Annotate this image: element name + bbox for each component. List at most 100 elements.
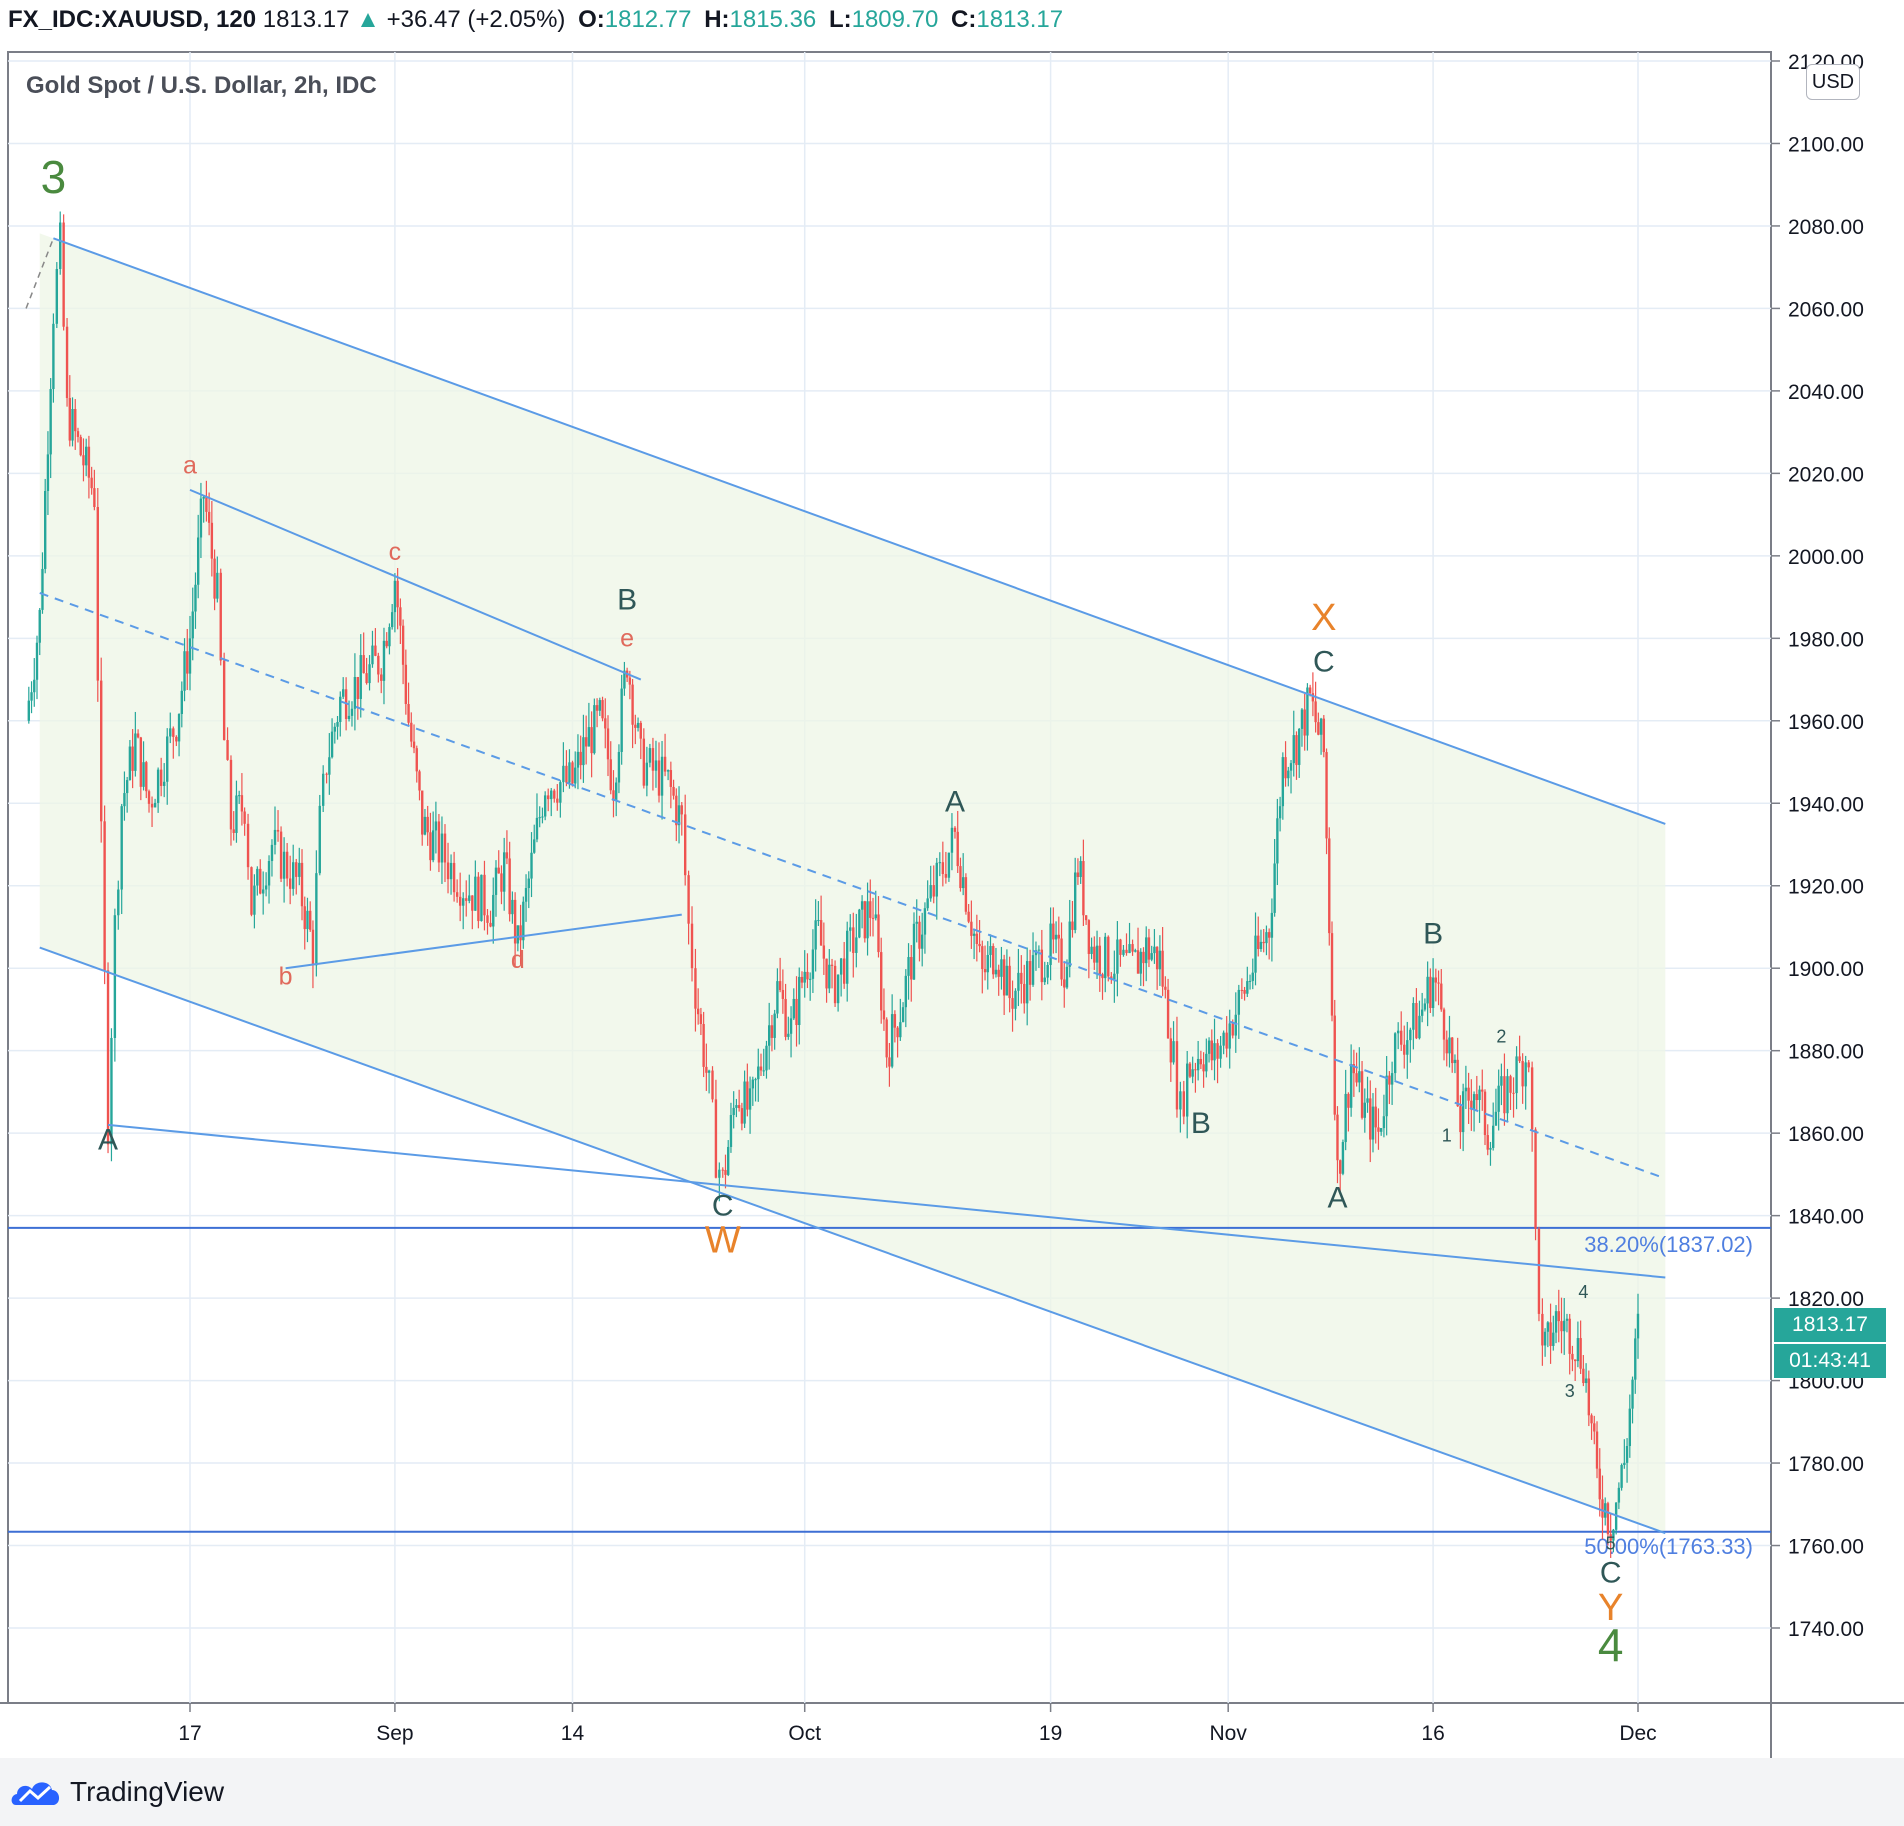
candle-body xyxy=(237,795,241,797)
candle-body xyxy=(1631,1379,1634,1409)
candle-body xyxy=(1333,1015,1336,1115)
candle-body xyxy=(825,958,828,989)
candle-body xyxy=(609,759,612,791)
wave-label: e xyxy=(620,625,634,653)
price-tick-label: 2020.00 xyxy=(1788,463,1864,486)
candle-body xyxy=(59,222,62,269)
candle-body xyxy=(82,455,85,466)
candle-body xyxy=(1500,1076,1503,1086)
candle-body xyxy=(1213,1043,1216,1061)
time-tick-label: 14 xyxy=(561,1722,585,1745)
candle-body xyxy=(382,640,386,681)
candle-body xyxy=(1278,806,1282,819)
price-tick-label: 1940.00 xyxy=(1788,793,1864,816)
candle-body xyxy=(556,798,559,803)
candle-body xyxy=(765,1045,768,1071)
candle-body xyxy=(449,862,453,880)
candle-body xyxy=(462,898,465,906)
candle-body xyxy=(598,700,602,711)
candle-body xyxy=(1008,965,1011,999)
candle-body xyxy=(1478,1089,1481,1101)
candle-body xyxy=(213,558,216,599)
time-tick-label: Oct xyxy=(788,1722,821,1745)
symbol-name[interactable]: FX_IDC:XAUUSD, 120 xyxy=(8,6,257,33)
candle-body xyxy=(1000,959,1003,977)
candle-body xyxy=(947,852,951,878)
candle-body xyxy=(380,674,383,681)
candle-body xyxy=(1506,1076,1509,1114)
candle-body xyxy=(852,927,855,953)
candle-body xyxy=(55,268,59,324)
price-tick-label: 1840.00 xyxy=(1788,1206,1864,1229)
wave-label: C xyxy=(1313,645,1335,678)
fib-level-label: 38.20%(1837.02) xyxy=(1584,1232,1753,1257)
candle-body xyxy=(1590,1415,1593,1424)
wave-label: 4 xyxy=(1598,1619,1624,1671)
candle-body xyxy=(696,1008,700,1015)
candle-body xyxy=(452,862,456,893)
candle-body xyxy=(196,537,200,585)
currency-button[interactable]: USD xyxy=(1806,64,1860,100)
candle-body xyxy=(1429,976,1432,1009)
candle-body xyxy=(795,998,798,1026)
candle-body xyxy=(261,889,265,894)
candle-body xyxy=(1344,1093,1347,1143)
candle-body xyxy=(426,816,429,833)
candle-body xyxy=(860,901,864,910)
candle-body xyxy=(96,507,99,681)
price-tick-label: 1860.00 xyxy=(1788,1123,1864,1146)
candle-body xyxy=(188,638,192,674)
candle-body xyxy=(721,1169,724,1171)
candle-body xyxy=(1287,770,1290,779)
candle-body xyxy=(1273,863,1276,913)
bar-countdown: 01:43:41 xyxy=(1774,1344,1886,1378)
candle-body xyxy=(256,868,259,886)
candle-body xyxy=(595,705,599,711)
time-tick-label: 19 xyxy=(1039,1722,1062,1745)
candle-body xyxy=(377,655,380,675)
candle-body xyxy=(1308,687,1312,694)
candle-body xyxy=(309,910,312,930)
candle-body xyxy=(1196,1058,1200,1071)
candle-body xyxy=(33,679,36,693)
candle-body xyxy=(1122,949,1125,955)
candle-body xyxy=(762,1070,765,1072)
candle-body xyxy=(1549,1322,1552,1346)
candle-body xyxy=(754,1079,757,1081)
candle-body xyxy=(781,989,785,999)
candle-body xyxy=(800,976,804,983)
tradingview-logo[interactable]: TradingView xyxy=(10,1776,224,1808)
candle-body xyxy=(516,925,520,944)
candle-body xyxy=(849,927,852,931)
price-change: +36.47 (+2.05%) xyxy=(386,6,566,33)
candle-body xyxy=(1396,1030,1400,1034)
candle-body xyxy=(880,952,883,1011)
candle-body xyxy=(330,731,334,758)
candle-body xyxy=(888,1057,891,1067)
candle-body xyxy=(207,511,211,523)
candle-body xyxy=(437,821,441,863)
candle-body xyxy=(368,664,371,684)
candle-body xyxy=(145,762,148,792)
candle-body xyxy=(901,1007,905,1023)
candle-body xyxy=(131,746,134,771)
candle-body xyxy=(292,862,295,889)
wave-label: B xyxy=(617,583,637,616)
candle-body xyxy=(1107,936,1110,977)
candle-body xyxy=(423,816,427,835)
price-chart[interactable]: 2120.002100.002080.002060.002040.002020.… xyxy=(0,0,1904,1758)
candle-body xyxy=(1207,1040,1211,1054)
candle-body xyxy=(770,1025,774,1038)
candle-body xyxy=(1052,923,1055,940)
candle-body xyxy=(1186,1063,1189,1117)
candle-body xyxy=(1254,935,1257,973)
candle-body xyxy=(1199,1058,1203,1065)
candle-body xyxy=(1534,1129,1537,1229)
candle-body xyxy=(162,781,166,786)
channel-shading xyxy=(39,233,1666,1534)
candle-body xyxy=(288,878,292,889)
candle-body xyxy=(1063,979,1066,988)
candle-body xyxy=(191,611,194,639)
candle-body xyxy=(524,888,528,902)
candle-body xyxy=(1339,1160,1342,1174)
